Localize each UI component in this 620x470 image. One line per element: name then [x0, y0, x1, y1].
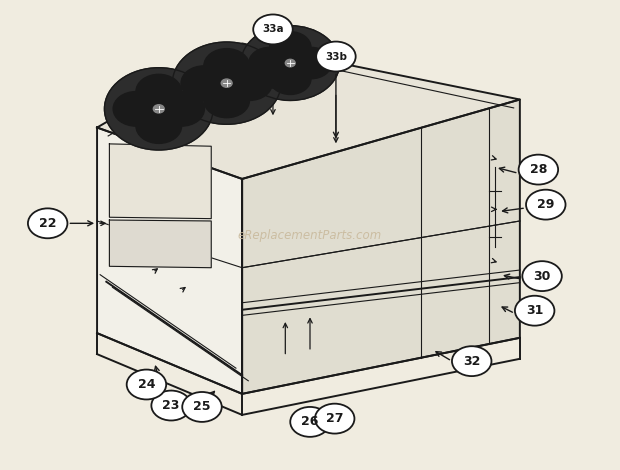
Circle shape: [518, 155, 558, 185]
Text: 28: 28: [529, 163, 547, 176]
Text: 33b: 33b: [325, 52, 347, 62]
Circle shape: [290, 47, 332, 79]
Text: 27: 27: [326, 412, 343, 425]
Polygon shape: [109, 144, 211, 219]
Text: 24: 24: [138, 378, 155, 391]
Circle shape: [227, 66, 272, 101]
Circle shape: [104, 68, 213, 150]
Polygon shape: [97, 43, 520, 179]
Circle shape: [285, 59, 295, 67]
Text: 25: 25: [193, 400, 211, 414]
Circle shape: [522, 261, 562, 291]
Text: eReplacementParts.com: eReplacementParts.com: [238, 228, 382, 242]
Circle shape: [241, 26, 340, 101]
Circle shape: [28, 208, 68, 238]
Text: 30: 30: [533, 270, 551, 282]
Circle shape: [270, 63, 311, 94]
Text: 26: 26: [301, 415, 319, 428]
Text: 23: 23: [162, 399, 180, 412]
Text: 31: 31: [526, 304, 543, 317]
Circle shape: [204, 48, 249, 83]
Text: 32: 32: [463, 355, 480, 368]
Circle shape: [221, 79, 232, 87]
Circle shape: [151, 391, 191, 421]
Circle shape: [159, 92, 205, 126]
Circle shape: [290, 407, 330, 437]
Circle shape: [249, 47, 290, 79]
Circle shape: [270, 31, 311, 63]
Circle shape: [181, 66, 227, 101]
Circle shape: [316, 41, 356, 71]
Circle shape: [452, 346, 492, 376]
Polygon shape: [97, 127, 242, 394]
Polygon shape: [242, 100, 520, 394]
Text: 29: 29: [537, 198, 554, 211]
Circle shape: [253, 15, 293, 44]
Circle shape: [515, 296, 554, 326]
Circle shape: [204, 83, 249, 118]
Text: 22: 22: [39, 217, 56, 230]
Circle shape: [526, 190, 565, 219]
Circle shape: [172, 42, 281, 124]
Circle shape: [182, 392, 222, 422]
Circle shape: [113, 92, 159, 126]
Circle shape: [315, 404, 355, 433]
Polygon shape: [109, 220, 211, 268]
Circle shape: [136, 74, 182, 109]
Text: 33a: 33a: [262, 24, 284, 34]
Circle shape: [126, 369, 166, 400]
Circle shape: [136, 109, 182, 143]
Circle shape: [153, 105, 164, 113]
